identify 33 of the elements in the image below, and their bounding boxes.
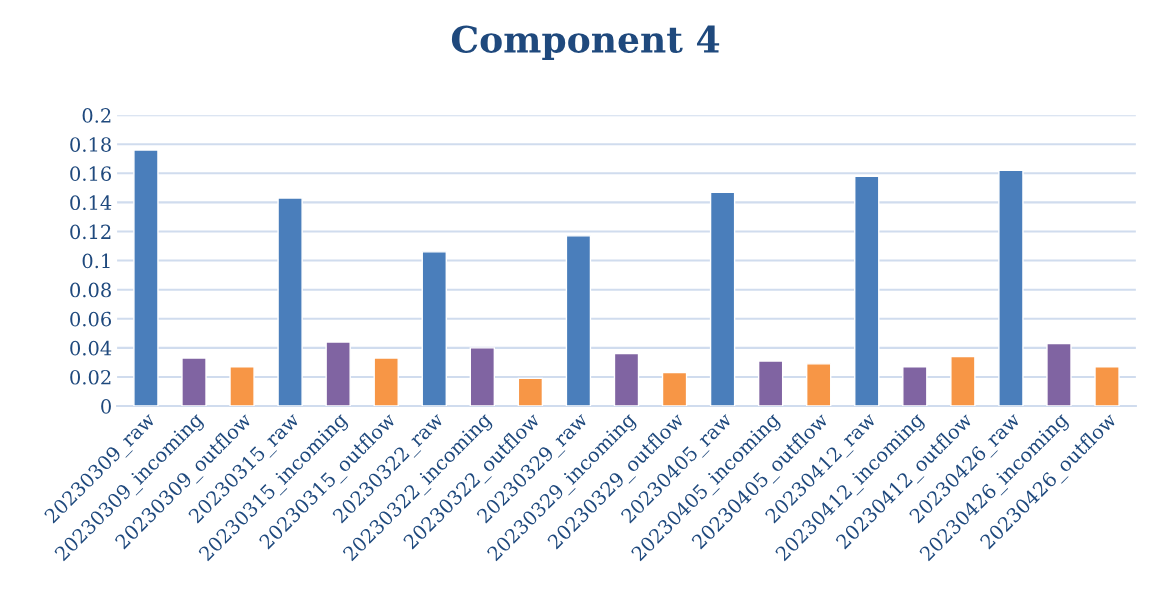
y-tick-label: 0.18: [70, 137, 111, 152]
bar: [854, 175, 880, 407]
y-tick-label: 0.2: [82, 108, 111, 123]
bar: [1046, 342, 1072, 407]
bar: [661, 371, 688, 407]
bar: [998, 169, 1024, 407]
bar: [229, 366, 255, 407]
y-tick-label: 0.06: [70, 311, 112, 327]
bar: [277, 197, 303, 407]
bar: [805, 363, 832, 407]
bar: [709, 191, 736, 407]
bar: [373, 357, 399, 407]
y-tick-label: 0.12: [70, 224, 111, 240]
bar: [421, 251, 447, 407]
y-tick-label: 0.04: [70, 340, 112, 356]
chart-title: Component 4: [451, 25, 720, 60]
bar: [181, 357, 207, 407]
bar: [757, 360, 784, 407]
y-tick-label: 0.02: [70, 369, 111, 385]
y-tick-label: 0.14: [70, 195, 112, 211]
y-tick-label: 0.08: [70, 282, 111, 298]
bar: [902, 366, 928, 407]
y-tick-label: 0.16: [70, 166, 112, 181]
bar: [133, 149, 159, 407]
bar: [565, 235, 592, 407]
y-tick-label: 0: [101, 398, 111, 414]
bar: [517, 377, 544, 407]
bar: [1094, 366, 1120, 407]
bar: [950, 355, 976, 407]
bar: [469, 347, 496, 407]
bar: [325, 341, 351, 407]
bar: [613, 352, 640, 407]
y-tick-label: 0.1: [82, 253, 110, 269]
